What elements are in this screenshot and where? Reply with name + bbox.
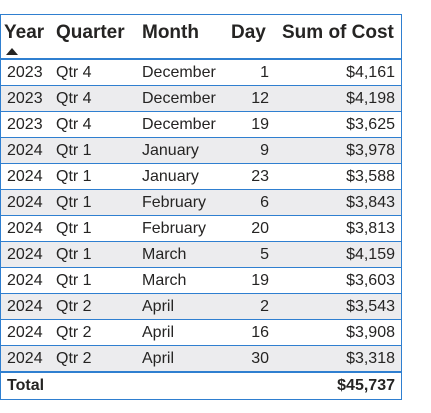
column-header-quarter[interactable]: Quarter (56, 22, 125, 43)
table-row[interactable]: 2024 Qtr 1 February 6 $3,843 (1, 190, 401, 216)
cell-day: 23 (251, 168, 269, 185)
cell-year: 2023 (7, 64, 43, 81)
cell-quarter: Qtr 4 (56, 116, 92, 133)
cell-quarter: Qtr 2 (56, 350, 92, 367)
cell-day: 19 (251, 272, 269, 289)
cell-month: March (142, 246, 187, 263)
cell-month: March (142, 272, 187, 289)
total-row: Total $45,737 (1, 372, 401, 398)
cell-quarter: Qtr 1 (56, 168, 92, 185)
cell-year: 2024 (7, 272, 43, 289)
cell-month: December (142, 90, 216, 107)
cell-day: 30 (251, 350, 269, 367)
cell-quarter: Qtr 2 (56, 298, 92, 315)
cell-day: 12 (251, 90, 269, 107)
table-row[interactable]: 2024 Qtr 1 January 23 $3,588 (1, 164, 401, 190)
cell-day: 16 (251, 324, 269, 341)
cell-year: 2023 (7, 90, 43, 107)
table-row[interactable]: 2024 Qtr 2 April 16 $3,908 (1, 320, 401, 346)
total-label: Total (7, 377, 45, 394)
sort-ascending-icon[interactable] (6, 48, 18, 55)
cell-month: April (142, 350, 175, 367)
cell-sum-of-cost: $3,588 (346, 168, 395, 185)
cell-quarter: Qtr 4 (56, 64, 92, 81)
table-row[interactable]: 2024 Qtr 1 January 9 $3,978 (1, 138, 401, 164)
cell-day: 9 (260, 142, 269, 159)
cell-year: 2024 (7, 220, 43, 237)
cell-quarter: Qtr 1 (56, 272, 92, 289)
table-header-row: Year Quarter Month Day Sum of Cost (1, 15, 401, 60)
column-header-year[interactable]: Year (4, 22, 45, 43)
cell-quarter: Qtr 1 (56, 246, 92, 263)
cell-day: 2 (260, 298, 269, 315)
cell-year: 2024 (7, 298, 43, 315)
cell-month: February (142, 194, 207, 211)
cell-sum-of-cost: $3,843 (346, 194, 395, 211)
cell-quarter: Qtr 4 (56, 90, 92, 107)
cell-sum-of-cost: $3,318 (346, 350, 395, 367)
column-header-sum-of-cost[interactable]: Sum of Cost (282, 22, 394, 43)
cell-quarter: Qtr 2 (56, 324, 92, 341)
total-cost: $45,737 (337, 377, 395, 394)
cell-day: 6 (260, 194, 269, 211)
cell-month: December (142, 64, 216, 81)
table-row[interactable]: 2023 Qtr 4 December 1 $4,161 (1, 60, 401, 86)
table-row[interactable]: 2024 Qtr 1 March 5 $4,159 (1, 242, 401, 268)
cell-year: 2024 (7, 142, 43, 159)
cell-sum-of-cost: $3,543 (346, 298, 395, 315)
cell-month: December (142, 116, 216, 133)
cell-day: 5 (260, 246, 269, 263)
cell-day: 1 (260, 64, 269, 81)
cell-day: 19 (251, 116, 269, 133)
cell-day: 20 (251, 220, 269, 237)
cell-quarter: Qtr 1 (56, 220, 92, 237)
table-row[interactable]: 2024 Qtr 2 April 30 $3,318 (1, 346, 401, 372)
cell-sum-of-cost: $4,159 (346, 246, 395, 263)
table-row[interactable]: 2024 Qtr 1 February 20 $3,813 (1, 216, 401, 242)
cell-quarter: Qtr 1 (56, 194, 92, 211)
cell-sum-of-cost: $3,908 (346, 324, 395, 341)
cell-month: April (142, 298, 175, 315)
cell-sum-of-cost: $4,161 (346, 64, 395, 81)
column-header-month[interactable]: Month (142, 22, 199, 43)
cell-month: January (142, 168, 199, 185)
cell-sum-of-cost: $3,813 (346, 220, 395, 237)
table-body: 2023 Qtr 4 December 1 $4,161 2023 Qtr 4 Decembe… (1, 60, 401, 372)
cell-year: 2024 (7, 246, 43, 263)
cell-month: February (142, 220, 207, 237)
cell-year: 2024 (7, 350, 43, 367)
cell-sum-of-cost: $3,603 (346, 272, 395, 289)
cell-year: 2023 (7, 116, 43, 133)
table-row[interactable]: 2023 Qtr 4 December 12 $4,198 (1, 86, 401, 112)
cell-sum-of-cost: $3,978 (346, 142, 395, 159)
cell-quarter: Qtr 1 (56, 142, 92, 159)
cell-year: 2024 (7, 324, 43, 341)
cell-sum-of-cost: $4,198 (346, 90, 395, 107)
table-visual: Year Quarter Month Day Sum of Cost 2023 Q… (0, 14, 402, 400)
cell-sum-of-cost: $3,625 (346, 116, 395, 133)
cell-year: 2024 (7, 194, 43, 211)
table-row[interactable]: 2024 Qtr 1 March 19 $3,603 (1, 268, 401, 294)
table-row[interactable]: 2024 Qtr 2 April 2 $3,543 (1, 294, 401, 320)
column-header-day[interactable]: Day (231, 22, 266, 43)
cell-month: January (142, 142, 199, 159)
cell-month: April (142, 324, 175, 341)
table-row[interactable]: 2023 Qtr 4 December 19 $3,625 (1, 112, 401, 138)
cell-year: 2024 (7, 168, 43, 185)
